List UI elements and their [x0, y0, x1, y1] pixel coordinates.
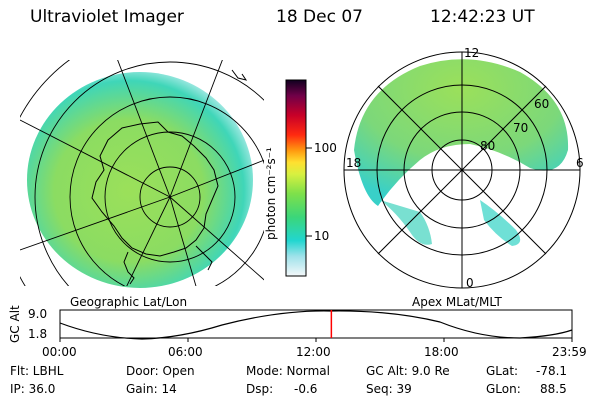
altitude-x-ticks — [59, 338, 573, 342]
colorbar-tick-100: 100 — [314, 141, 337, 155]
glon-value: 88.5 — [540, 382, 567, 396]
altitude-xtick-1200: 12:00 — [296, 345, 331, 359]
geo-emission-disk — [27, 72, 253, 288]
altitude-xtick-2359: 23:59 — [552, 345, 587, 359]
colorbar-ticks — [306, 147, 312, 237]
apex-lat-80: 80 — [480, 139, 496, 153]
time-label: 12:42:23 UT — [430, 7, 535, 27]
continent-outline — [91, 69, 248, 285]
apex-grid — [343, 51, 581, 289]
door-info: Door: Open — [126, 364, 195, 378]
altitude-plot — [59, 309, 573, 342]
apex-mlt-0: 0 — [466, 276, 474, 290]
altitude-ylabel: GC Alt — [8, 305, 22, 343]
altitude-ytick-min: 1.8 — [28, 327, 48, 341]
glon-label: GLon: — [486, 382, 521, 396]
apex-mlt-6: 6 — [576, 156, 584, 170]
dsp-label: Dsp: — [246, 382, 274, 396]
altitude-ytick-max: 9.0 — [28, 307, 48, 321]
apex-emission — [354, 59, 569, 246]
apex-mlt-12: 12 — [464, 46, 480, 60]
geographic-map — [20, 60, 264, 288]
altitude-xtick-1800: 18:00 — [424, 345, 459, 359]
altitude-curve — [59, 310, 573, 340]
altitude-frame — [59, 309, 573, 339]
apex-caption: Apex MLat/MLT — [412, 295, 502, 309]
altitude-xtick-0000: 00:00 — [42, 345, 77, 359]
seq-info: Seq: 39 — [366, 382, 412, 396]
glat-value: -78.1 — [536, 364, 568, 378]
mode-info: Mode: Normal — [246, 364, 330, 378]
filter-info: Flt: LBHL — [10, 364, 64, 378]
gc-alt-info: GC Alt: 9.0 Re — [366, 364, 450, 378]
date-label: 18 Dec 07 — [276, 7, 363, 27]
colorbar — [285, 79, 307, 277]
glat-label: GLat: — [486, 364, 519, 378]
dsp-value: -0.6 — [294, 382, 318, 396]
colorbar-unit-label: photon cm⁻²s⁻¹ — [264, 147, 278, 240]
apex-mlt-18: 18 — [346, 156, 362, 170]
gain-info: Gain: 14 — [126, 382, 177, 396]
altitude-xtick-0600: 06:00 — [168, 345, 203, 359]
geo-grid — [20, 60, 264, 286]
apex-lat-70: 70 — [513, 121, 529, 135]
instrument-title: Ultraviolet Imager — [30, 7, 184, 27]
colorbar-tick-10: 10 — [314, 229, 330, 243]
apex-lat-60: 60 — [534, 97, 550, 111]
ip-info: IP: 36.0 — [10, 382, 56, 396]
geographic-caption: Geographic Lat/Lon — [70, 295, 188, 309]
apex-polar-plot — [343, 51, 581, 289]
